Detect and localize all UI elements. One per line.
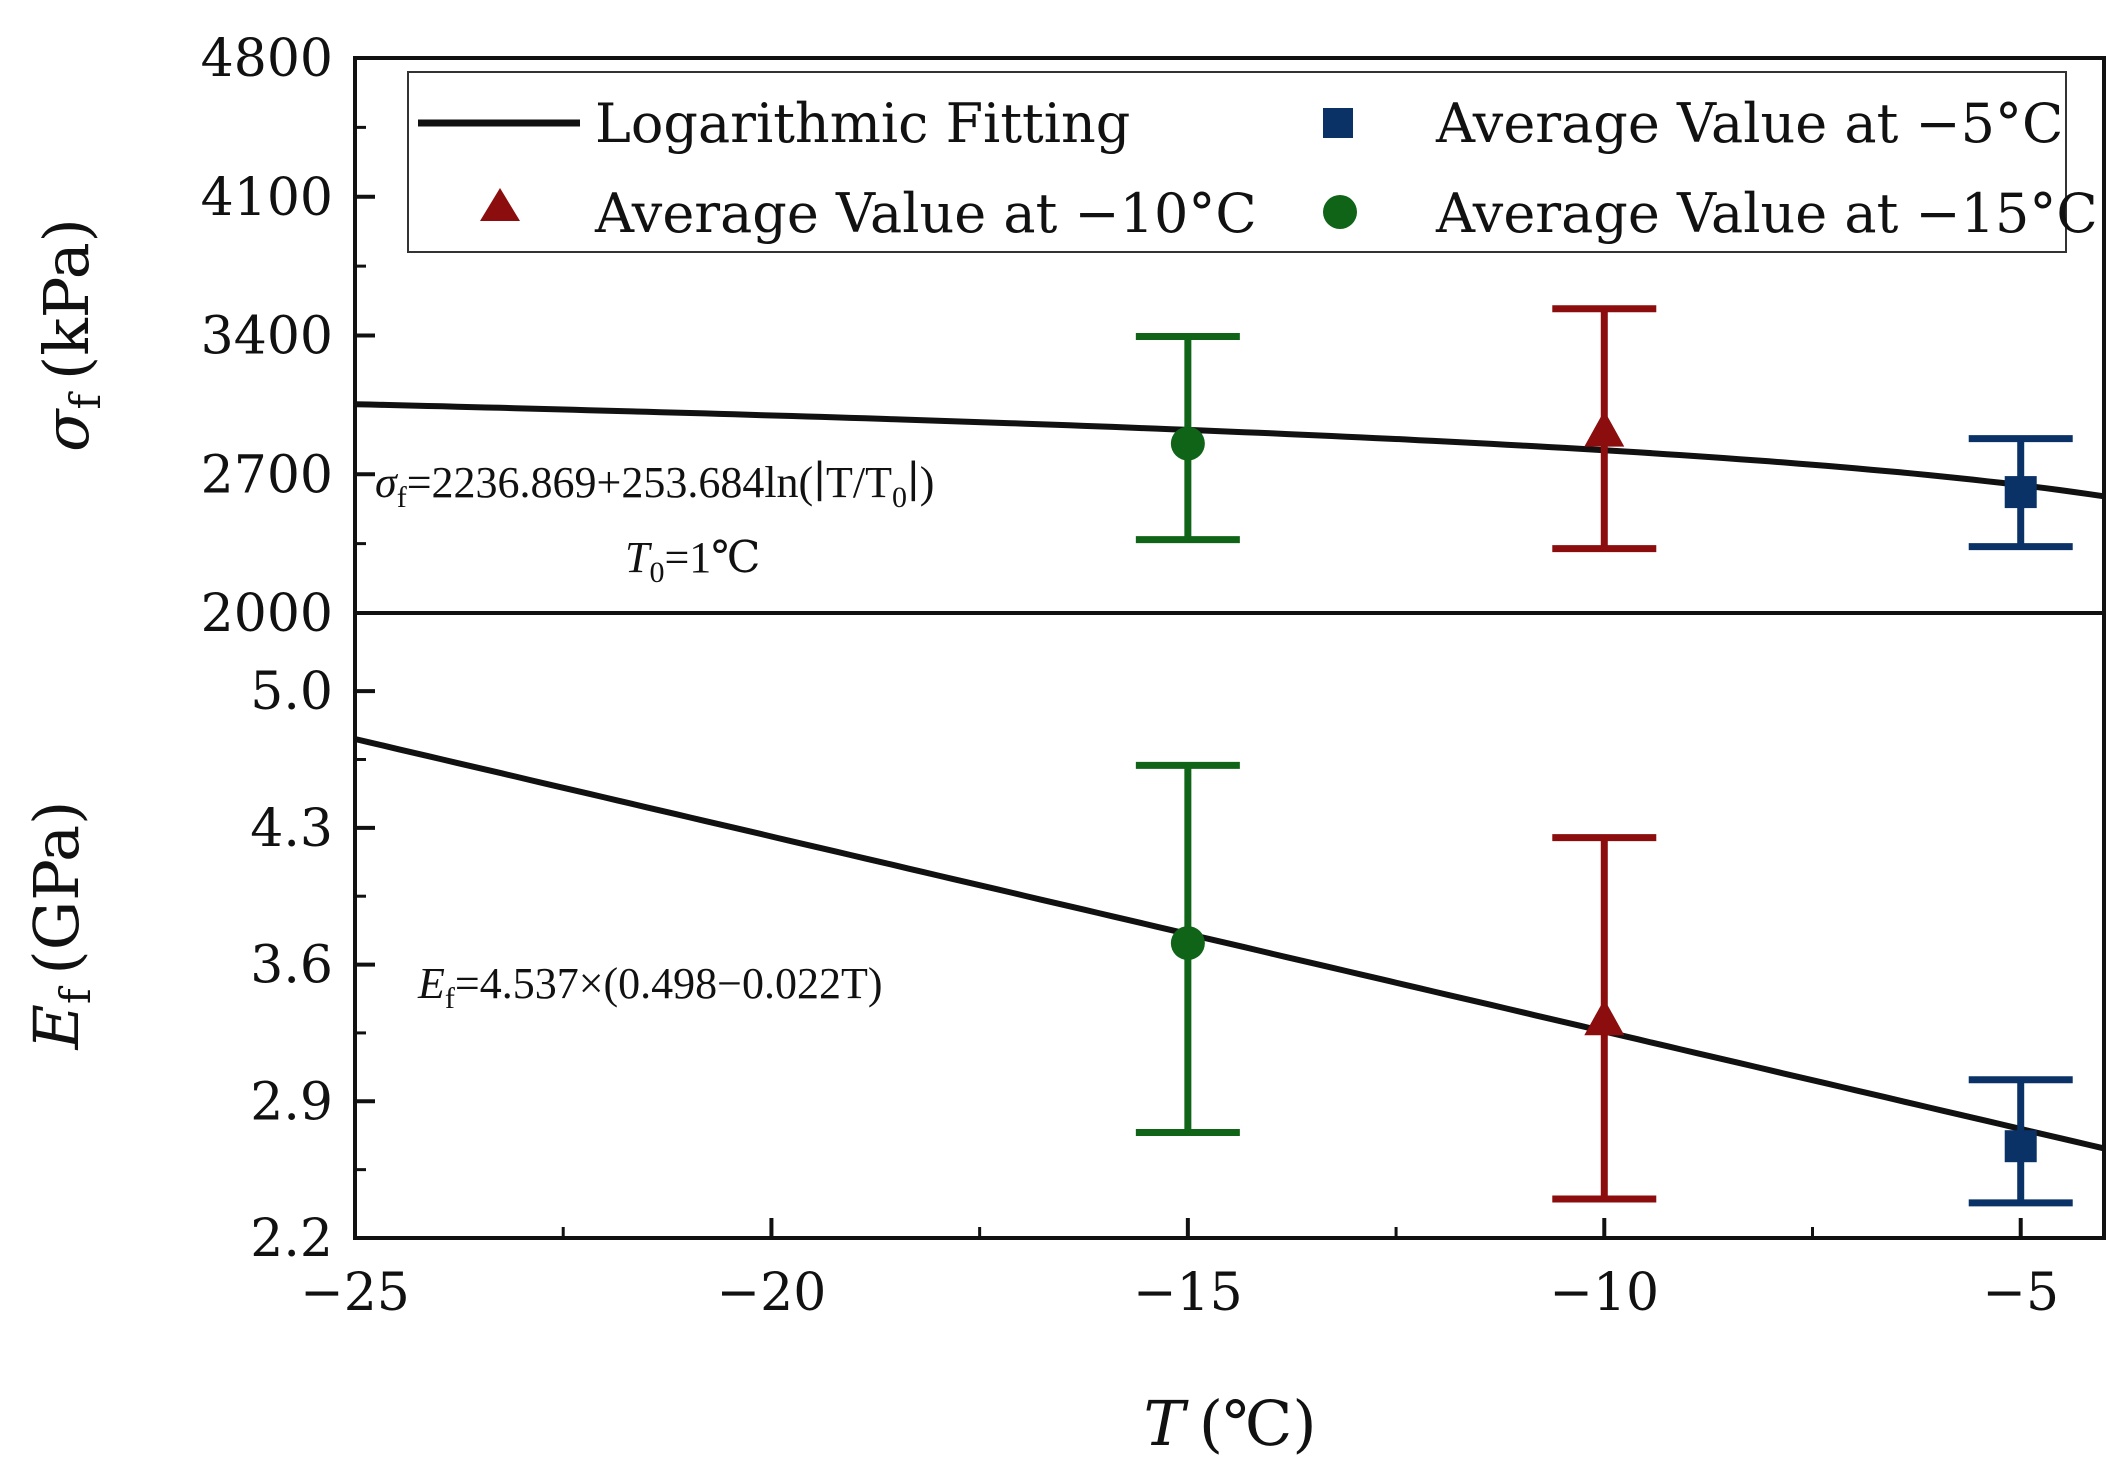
top-t0-rest: =1℃: [664, 533, 760, 582]
xtick-label: −15: [1133, 1263, 1243, 1323]
legend-item-minus10: Average Value at −10°C: [594, 182, 1257, 245]
bottom-ylabel-main: E: [20, 1004, 93, 1050]
x-axis-title: T (℃): [1143, 1387, 1316, 1460]
xtick-label: −20: [717, 1263, 827, 1323]
bottom-series-group: [1135, 761, 2073, 1207]
top-t0-label: T0=1℃: [625, 533, 761, 589]
bottom-ytick-label: 3.6: [250, 936, 333, 996]
top-ytick-label: 2000: [201, 584, 333, 644]
legend-square-icon: [1323, 108, 1353, 138]
top-t15-circle-marker: [1170, 426, 1205, 461]
bottom-ytick-label: 4.3: [250, 799, 333, 859]
legend-item-minus5: Average Value at −5°C: [1435, 92, 2063, 155]
bottom-plot-frame: [353, 611, 2106, 1240]
top-series-group: [1135, 305, 2073, 553]
bottom-equation-sub: f: [445, 982, 455, 1015]
top-equation-sub: f: [397, 481, 407, 514]
top-t10-triangle-marker: [1584, 410, 1625, 447]
bottom-equation-main: E: [417, 959, 445, 1008]
top-t5-square-marker: [2004, 476, 2037, 509]
legend-item-minus15: Average Value at −15°C: [1435, 182, 2098, 245]
xtick-label: −25: [300, 1263, 410, 1323]
top-ylabel-unit: (kPa): [30, 218, 103, 380]
top-ytick-label: 4800: [201, 29, 333, 89]
bottom-y-axis-ticks: 5.0 4.3 3.6 2.9 2.2: [250, 662, 375, 1269]
bottom-ylabel-sub: f: [51, 985, 100, 1004]
top-equation-main: σ: [375, 458, 399, 507]
top-fit-curve-group: [354, 401, 2105, 500]
bottom-y-axis-title: Ef (GPa): [20, 801, 100, 1051]
top-t0-sub: 0: [649, 556, 664, 589]
bottom-ytick-label: 5.0: [250, 662, 333, 722]
bottom-fit-line: [354, 736, 2105, 1152]
top-t0-main: T: [625, 533, 653, 582]
legend-circle-icon: [1323, 195, 1357, 229]
top-ylabel-main: σ: [30, 408, 103, 452]
x-axis-title-unit: (℃): [1199, 1387, 1317, 1460]
top-ytick-label: 2700: [201, 445, 333, 505]
x-axis-ticks: −25 −20 −15 −10 −5: [300, 1218, 2059, 1323]
xtick-label: −10: [1549, 1263, 1659, 1323]
bottom-t15-circle-marker: [1170, 926, 1205, 961]
top-fit-line: [354, 401, 2105, 500]
top-equation: σf=2236.869+253.684ln(∣T/T0∣): [375, 458, 934, 514]
legend-box: [407, 71, 2067, 253]
top-ylabel-sub: f: [61, 391, 110, 410]
bottom-t5-square-marker: [2004, 1130, 2037, 1163]
top-equation-sub2: 0: [892, 481, 907, 514]
bottom-equation: Ef=4.537×(0.498−0.022T): [417, 959, 883, 1015]
legend: Logarithmic Fitting Average Value at −5°…: [407, 71, 2098, 253]
top-ytick-label: 3400: [201, 307, 333, 367]
bottom-ytick-label: 2.2: [250, 1209, 333, 1269]
legend-triangle-icon: [480, 188, 520, 221]
top-equation-rest: =2236.869+253.684ln(∣T/T: [407, 458, 892, 507]
x-axis-title-main: T: [1143, 1387, 1189, 1460]
bottom-t10-triangle-marker: [1584, 999, 1625, 1036]
top-y-axis-title: σf (kPa): [30, 218, 110, 452]
top-y-axis-ticks: 4800 4100 3400 2700 2000: [201, 29, 375, 644]
bottom-ylabel-unit: (GPa): [20, 801, 93, 975]
bottom-ytick-label: 2.9: [250, 1072, 333, 1132]
xtick-label: −5: [1982, 1263, 2059, 1323]
top-equation-end: ∣): [907, 458, 934, 507]
bottom-fit-line-group: [354, 736, 2105, 1152]
bottom-equation-rest: =4.537×(0.498−0.022T): [455, 959, 883, 1008]
top-ytick-label: 4100: [201, 168, 333, 228]
panel-modulus: 5.04.33.62.92.2 −25 −20 −15 −10 −5 Ef=4.537×…: [20, 611, 2106, 1460]
legend-fit-label: Logarithmic Fitting: [595, 92, 1130, 155]
